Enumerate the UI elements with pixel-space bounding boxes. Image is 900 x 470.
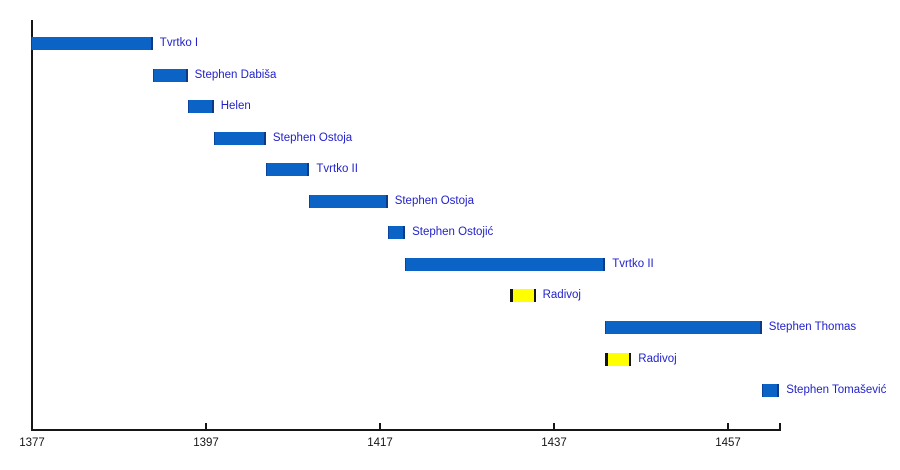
reign-bar [387,226,406,240]
reign-bar [265,163,310,177]
y-axis-line [31,20,33,431]
reign-label: Tvrtko II [316,163,358,176]
reign-label: Stephen Ostoja [394,194,474,207]
reign-bar [187,100,214,114]
reign-bar [509,289,536,303]
reign-bar [31,37,153,50]
x-tick [553,423,555,429]
reign-label: Stephen Ostojić [412,226,494,239]
x-tick [379,423,381,429]
x-tick [727,423,729,429]
reign-label: Tvrtko II [612,257,654,270]
reign-label: Stephen Tomašević [786,384,887,397]
reign-label: Stephen Ostoja [272,131,353,144]
reign-bar [605,320,762,334]
reign-label: Stephen Dabiša [194,68,277,81]
reign-label: Radivoj [638,352,677,365]
reign-bar [309,194,388,208]
reign-label: Stephen Thomas [768,320,857,333]
x-tick-label: 1397 [193,437,219,449]
reign-bar [605,352,632,366]
x-axis-end-tick [779,423,782,429]
x-tick-label: 1457 [715,437,741,449]
reign-bar [405,257,606,271]
x-tick [205,423,207,429]
reign-label: Tvrtko I [159,37,199,49]
x-tick-label: 1377 [19,437,45,449]
reign-bar [213,131,266,145]
x-axis-line [31,429,782,431]
x-tick-label: 1437 [541,437,567,449]
reign-label: Radivoj [542,289,581,302]
reign-bar [761,384,780,398]
x-tick [31,423,33,429]
reign-label: Helen [220,100,251,113]
reign-bar [152,68,188,82]
x-tick-label: 1417 [367,437,393,449]
